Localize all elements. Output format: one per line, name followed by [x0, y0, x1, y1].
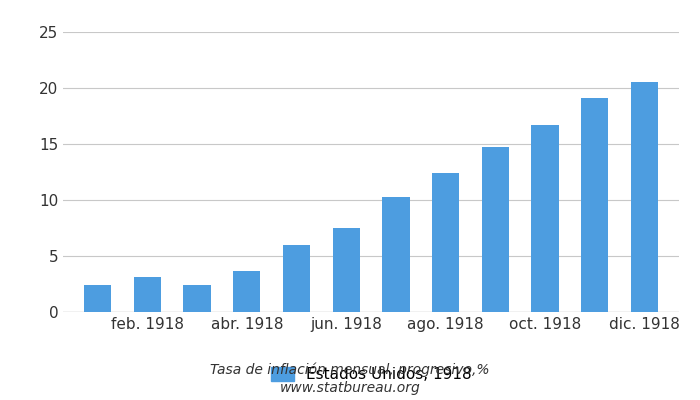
Bar	[183, 285, 211, 312]
Bar	[84, 285, 111, 312]
Bar	[382, 197, 410, 312]
Bar	[531, 125, 559, 312]
Bar	[432, 173, 459, 312]
Bar	[482, 147, 509, 312]
Bar	[631, 82, 658, 312]
Bar	[332, 228, 360, 312]
Bar	[233, 270, 260, 312]
Text: www.statbureau.org: www.statbureau.org	[279, 381, 421, 395]
Bar	[134, 277, 161, 312]
Bar	[581, 98, 608, 312]
Text: Tasa de inflación mensual, progresivo,%: Tasa de inflación mensual, progresivo,%	[210, 363, 490, 377]
Bar	[283, 245, 310, 312]
Legend: Estados Unidos, 1918: Estados Unidos, 1918	[271, 367, 471, 382]
